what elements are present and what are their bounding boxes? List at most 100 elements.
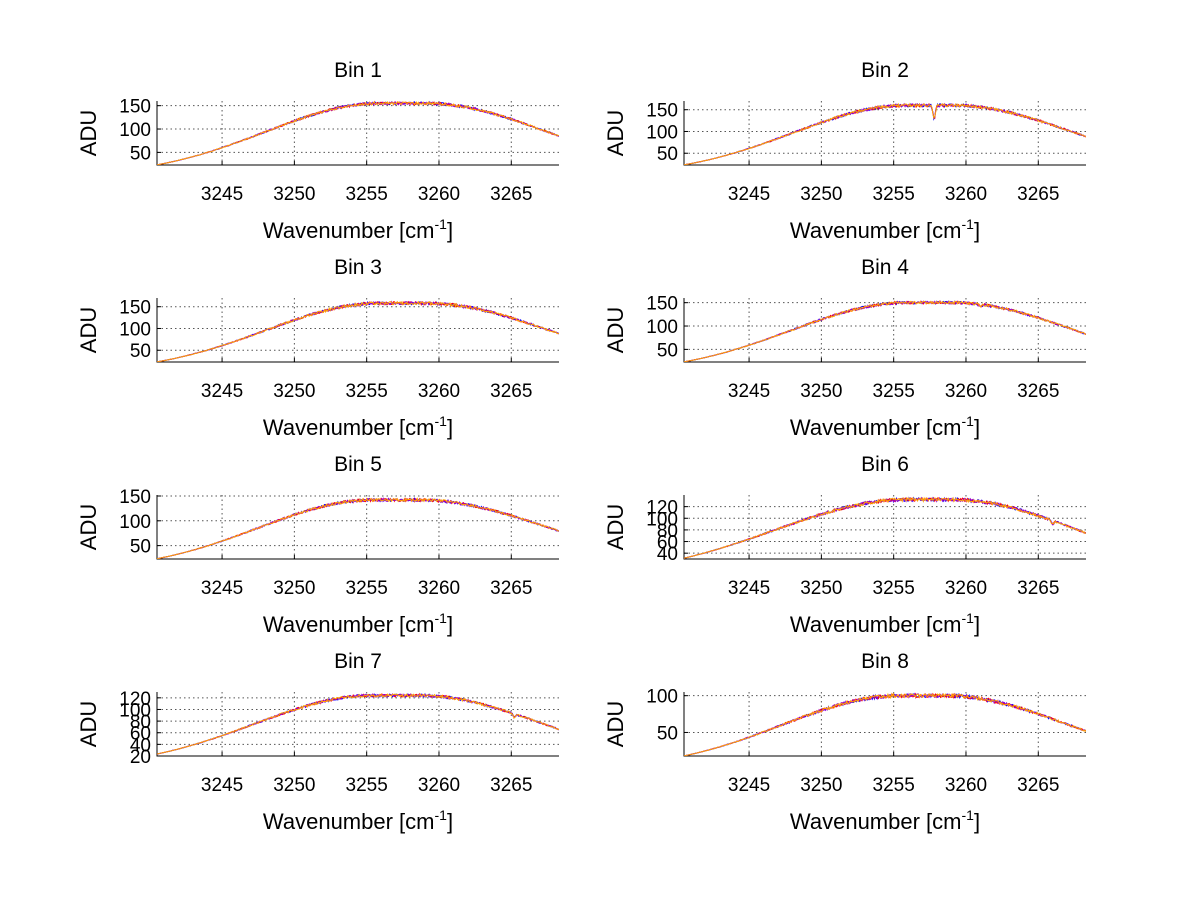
- x-tick-label: 3250: [273, 775, 315, 796]
- x-axis-label-exponent: -1: [962, 610, 975, 626]
- y-tick-label: 40: [657, 544, 678, 565]
- series-group: [157, 100, 559, 165]
- y-tick-label: 50: [657, 723, 678, 744]
- x-tick-label: 3245: [728, 184, 770, 205]
- x-tick-label: 3260: [945, 184, 987, 205]
- x-tick-label: 3265: [1017, 184, 1059, 205]
- axis-lines: [156, 692, 559, 757]
- x-tick-label: 3250: [800, 184, 842, 205]
- series-line-3: [157, 100, 559, 165]
- x-axis-label-main: Wavenumber [cm: [263, 809, 435, 834]
- series-line-1: [684, 496, 1086, 559]
- y-axis-label: ADU: [603, 504, 628, 550]
- series-line-4: [157, 100, 559, 165]
- x-tick-label: 3265: [1017, 775, 1059, 796]
- series-line-2: [157, 100, 559, 165]
- x-tick-label: 3245: [728, 775, 770, 796]
- x-axis-label-end: ]: [447, 415, 453, 440]
- y-tick-label: 120: [646, 498, 678, 519]
- subplot-title: Bin 3: [334, 256, 382, 279]
- x-tick-label: 3260: [418, 184, 460, 205]
- x-axis-label: Wavenumber [cm-1]: [263, 610, 453, 637]
- x-axis-label-end: ]: [447, 218, 453, 243]
- series-line-3: [684, 692, 1086, 756]
- x-axis-label-end: ]: [447, 809, 453, 834]
- x-axis-label-main: Wavenumber [cm: [263, 415, 435, 440]
- y-axis-label: ADU: [76, 701, 101, 747]
- y-tick-label: 50: [657, 340, 678, 361]
- y-tick-label: 100: [646, 687, 678, 708]
- y-tick-label: 150: [119, 97, 151, 118]
- x-axis-label-end: ]: [974, 415, 980, 440]
- x-tick-label: 3265: [1017, 381, 1059, 402]
- y-tick-label: 60: [130, 724, 151, 745]
- x-axis-label-exponent: -1: [962, 413, 975, 429]
- x-axis-label-end: ]: [447, 612, 453, 637]
- subplot-bin-5: Bin 5 3245 3250 3255 3260 3265 50 100 150 Wavenum…: [76, 453, 559, 637]
- x-tick-label: 3255: [346, 775, 388, 796]
- x-tick-label: 3260: [418, 578, 460, 599]
- series-line-4: [157, 497, 559, 559]
- x-axis-label-main: Wavenumber [cm: [790, 809, 962, 834]
- y-tick-label: 100: [119, 120, 151, 141]
- x-axis-label: Wavenumber [cm-1]: [263, 807, 453, 834]
- x-tick-label: 3250: [800, 381, 842, 402]
- x-tick-label: 3260: [945, 578, 987, 599]
- x-tick-label: 3260: [945, 775, 987, 796]
- x-axis-label-end: ]: [974, 612, 980, 637]
- x-axis-label-main: Wavenumber [cm: [790, 612, 962, 637]
- x-tick-label: 3245: [201, 184, 243, 205]
- axis-lines: [156, 101, 559, 166]
- series-line-2: [684, 300, 1086, 362]
- x-tick-label: 3265: [490, 184, 532, 205]
- series-line-1: [684, 300, 1086, 362]
- y-tick-label: 50: [657, 144, 678, 165]
- subplot-title: Bin 6: [861, 453, 909, 476]
- series-group: [684, 496, 1086, 559]
- x-axis-label-exponent: -1: [435, 807, 448, 823]
- y-tick-label: 150: [119, 298, 151, 319]
- x-axis-label-main: Wavenumber [cm: [263, 218, 435, 243]
- series-line-1: [684, 692, 1086, 756]
- series-line-2: [157, 300, 559, 362]
- axis-lines: [156, 495, 559, 560]
- y-tick-label: 50: [130, 537, 151, 558]
- series-group: [157, 497, 559, 559]
- x-tick-label: 3250: [273, 381, 315, 402]
- x-axis-label-exponent: -1: [962, 216, 975, 232]
- y-tick-label: 80: [130, 712, 151, 733]
- subplot-title: Bin 7: [334, 650, 382, 673]
- series-group: [684, 300, 1086, 362]
- x-tick-label: 3255: [873, 578, 915, 599]
- subplot-title: Bin 1: [334, 59, 382, 82]
- x-tick-label: 3245: [728, 381, 770, 402]
- axis-lines: [683, 692, 1086, 757]
- subplot-bin-8: Bin 8 3245 3250 3255 3260 3265 50 100 Wavenumber…: [603, 650, 1086, 834]
- y-axis-label: ADU: [603, 110, 628, 156]
- y-tick-label: 20: [130, 747, 151, 768]
- x-tick-label: 3250: [273, 578, 315, 599]
- x-axis-label: Wavenumber [cm-1]: [263, 413, 453, 440]
- y-tick-label: 150: [119, 487, 151, 508]
- x-tick-label: 3255: [346, 184, 388, 205]
- series-line-3: [684, 300, 1086, 362]
- series-line-3: [684, 496, 1086, 559]
- x-tick-label: 3245: [728, 578, 770, 599]
- y-tick-label: 150: [646, 294, 678, 315]
- x-tick-label: 3255: [873, 184, 915, 205]
- y-tick-label: 100: [119, 319, 151, 340]
- subplot-title: Bin 5: [334, 453, 382, 476]
- y-tick-label: 50: [130, 143, 151, 164]
- y-tick-label: 100: [646, 509, 678, 530]
- series-line-1: [157, 100, 559, 165]
- y-tick-label: 40: [130, 735, 151, 756]
- x-axis-label-exponent: -1: [435, 216, 448, 232]
- x-tick-label: 3245: [201, 775, 243, 796]
- series-group: [157, 300, 559, 362]
- x-axis-label: Wavenumber [cm-1]: [790, 807, 980, 834]
- y-axis-label: ADU: [76, 110, 101, 156]
